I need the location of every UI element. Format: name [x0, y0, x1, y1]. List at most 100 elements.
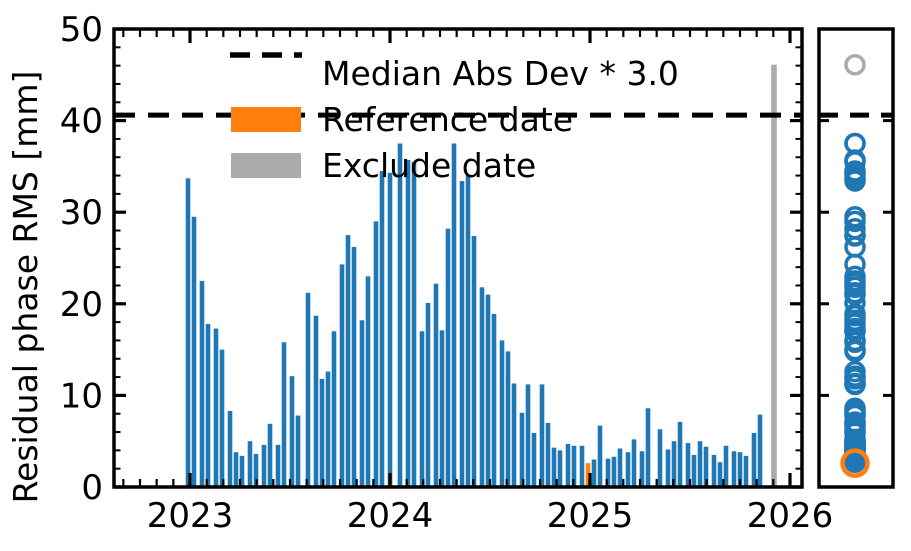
dashed-line-icon — [230, 52, 302, 58]
legend-item-mad: Median Abs Dev * 3.0 — [230, 50, 679, 96]
scatter-point — [844, 397, 866, 419]
bar — [227, 410, 233, 487]
legend: Median Abs Dev * 3.0 Reference date Excl… — [230, 50, 679, 188]
bar — [505, 351, 511, 487]
bar — [677, 421, 683, 487]
bar — [691, 454, 697, 487]
bar — [247, 441, 253, 487]
legend-item-exclude: Exclude date — [230, 142, 679, 188]
bar — [531, 432, 537, 487]
legend-label-reference: Reference date — [322, 99, 574, 139]
bar — [261, 444, 267, 487]
bar — [289, 376, 295, 487]
bar — [625, 452, 631, 487]
exclude-bar — [771, 64, 777, 487]
bar — [219, 349, 225, 487]
bar — [305, 292, 311, 487]
bar — [737, 452, 743, 487]
bar — [685, 443, 691, 487]
reference-bar — [585, 463, 591, 487]
bar — [579, 445, 585, 487]
scatter-point — [844, 329, 866, 352]
scatter-point — [844, 276, 866, 299]
bar — [545, 422, 551, 487]
bar — [557, 450, 563, 487]
main-axes-frame — [112, 27, 804, 489]
bar — [185, 178, 191, 488]
reference-swatch — [231, 106, 301, 132]
y-tick-label: 10 — [60, 376, 103, 416]
bar — [373, 221, 379, 488]
bar — [459, 181, 465, 487]
bar — [571, 445, 577, 487]
bar — [743, 455, 749, 487]
legend-label-exclude: Exclude date — [322, 145, 537, 185]
bar — [451, 143, 457, 487]
bar — [239, 455, 245, 487]
bar — [711, 454, 717, 487]
bar — [597, 425, 603, 487]
bar — [365, 276, 371, 487]
bar — [751, 432, 757, 487]
scatter-point — [844, 360, 866, 383]
legend-label-mad: Median Abs Dev * 3.0 — [322, 53, 679, 93]
x-tick-label: 2025 — [547, 496, 634, 536]
bar — [425, 302, 431, 487]
bar — [499, 340, 505, 487]
bar — [359, 320, 365, 487]
bar — [717, 462, 723, 487]
bar — [275, 444, 281, 487]
bar — [397, 143, 403, 487]
bar — [445, 228, 451, 488]
bar — [339, 264, 345, 487]
scatter-point — [844, 403, 866, 426]
bar — [639, 451, 645, 487]
bar — [345, 235, 351, 487]
x-tick-label: 2026 — [747, 496, 834, 536]
bar — [471, 236, 477, 487]
side-panel-frame — [817, 27, 895, 489]
bar — [419, 331, 425, 487]
bar — [757, 414, 763, 487]
scatter-point — [844, 340, 866, 363]
bar — [411, 161, 417, 487]
bar — [199, 280, 205, 487]
bar — [331, 331, 337, 487]
bar — [519, 412, 525, 487]
y-tick-label: 0 — [81, 468, 103, 508]
bar — [387, 172, 393, 487]
bar — [213, 328, 219, 487]
bar — [267, 423, 273, 487]
bar — [605, 458, 611, 487]
bar — [671, 441, 677, 487]
bar — [325, 371, 331, 487]
bar — [351, 247, 357, 487]
bar — [253, 454, 259, 487]
bar — [379, 170, 385, 488]
bar — [479, 287, 485, 487]
bar — [611, 456, 617, 487]
x-tick-label: 2024 — [347, 496, 434, 536]
exclude-swatch-wrap — [230, 152, 302, 178]
y-tick-label: 30 — [60, 193, 103, 233]
bar — [551, 447, 557, 487]
bar — [657, 429, 663, 487]
scatter-point — [844, 303, 866, 325]
reference-swatch-wrap — [230, 106, 302, 132]
y-tick-label: 50 — [60, 10, 103, 50]
bar — [433, 283, 439, 487]
y-tick-label: 20 — [60, 285, 103, 325]
bar — [703, 446, 709, 487]
bar — [731, 451, 737, 487]
exclude-swatch — [231, 152, 301, 178]
bar — [665, 449, 671, 487]
bar — [405, 159, 411, 487]
y-axis-label: Residual phase RMS [mm] — [6, 70, 45, 504]
bar — [295, 415, 301, 487]
bar — [233, 452, 239, 487]
bar — [525, 384, 531, 487]
bar — [319, 378, 325, 487]
reference-scatter-point — [840, 448, 870, 478]
